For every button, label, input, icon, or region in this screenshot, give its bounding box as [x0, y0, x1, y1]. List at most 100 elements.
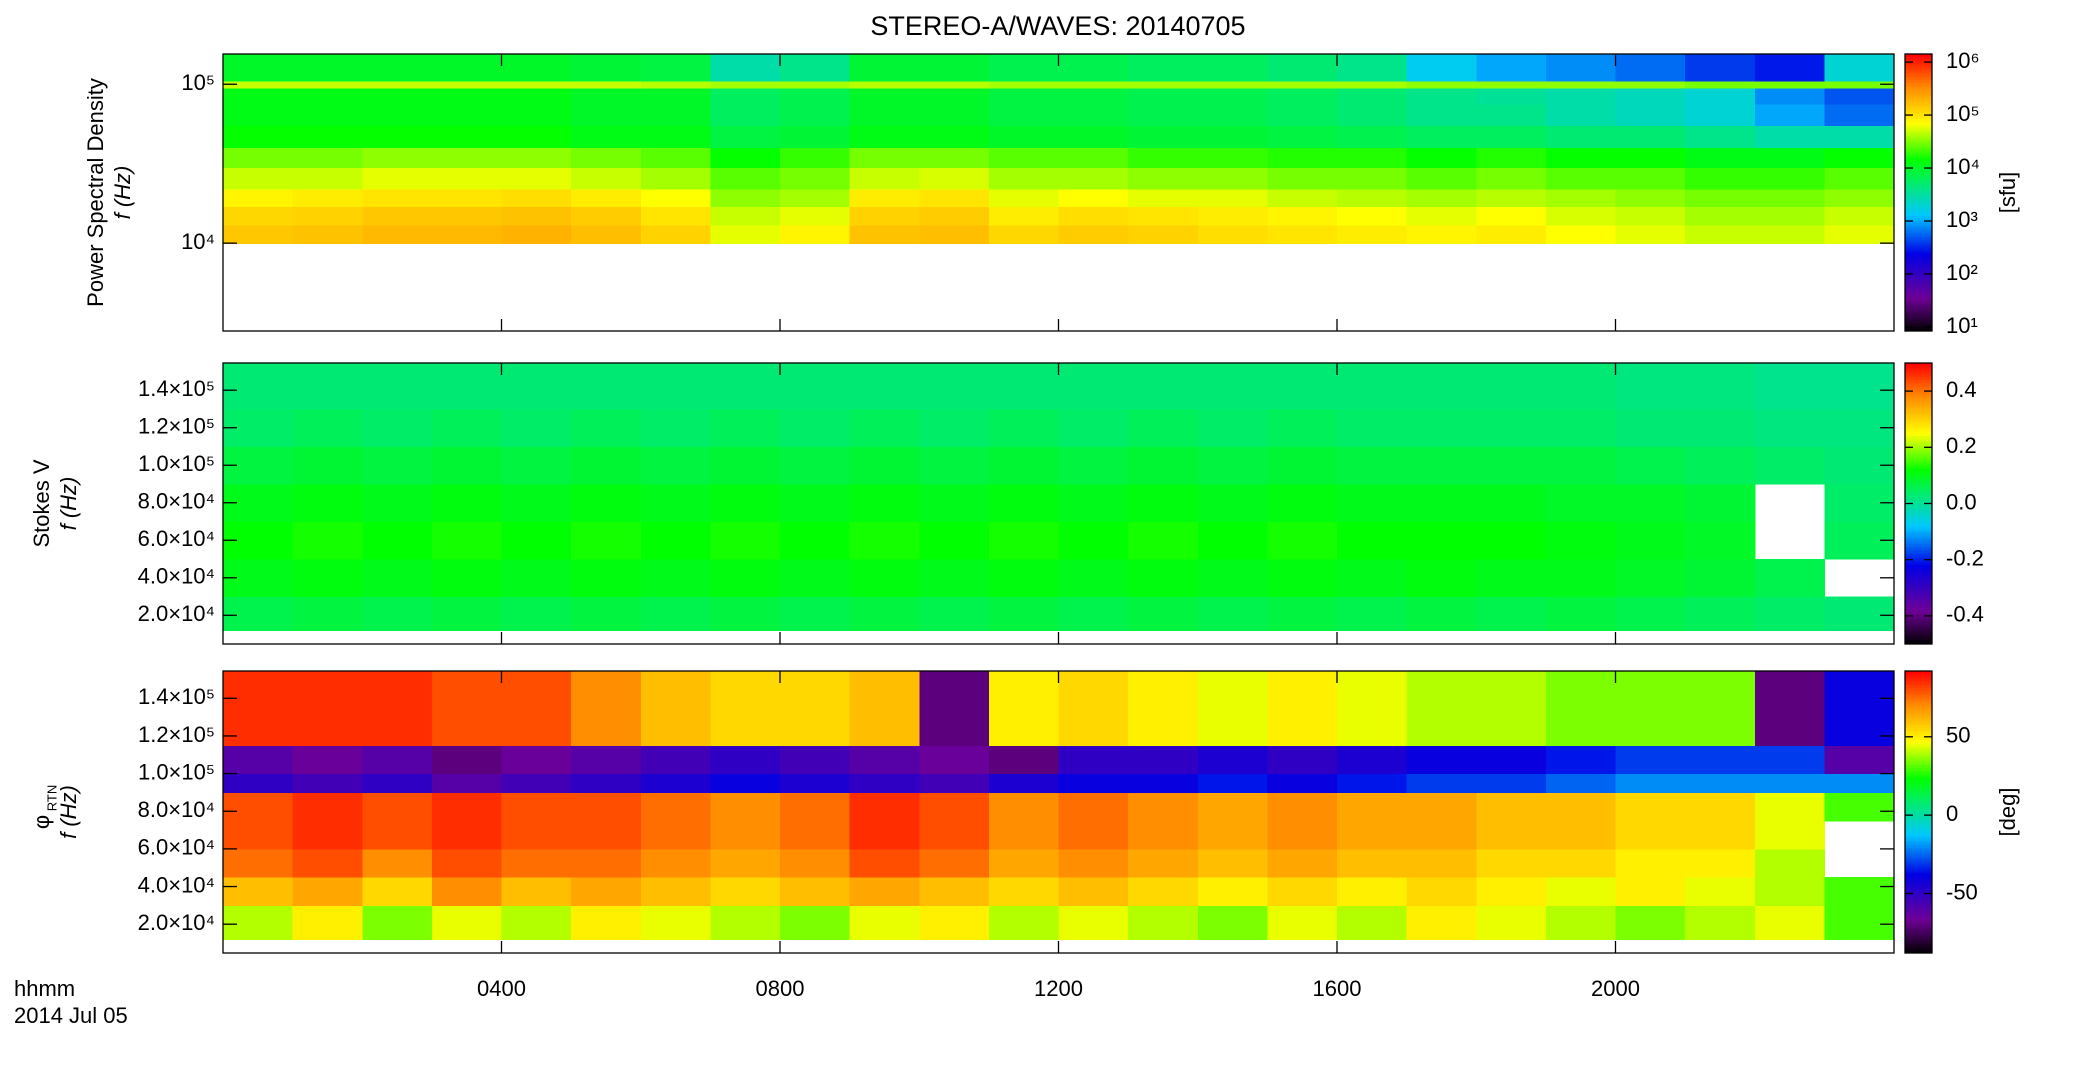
heatmap-cell	[849, 596, 920, 631]
heatmap-cell	[1058, 104, 1129, 127]
y-axis-label: φ	[29, 815, 54, 829]
heatmap-cell	[640, 671, 711, 746]
colorbar-frame	[1904, 670, 1933, 954]
colorbar-segment	[1905, 428, 1932, 432]
x-tick-label: 0400	[477, 976, 526, 1001]
heatmap-cell	[1476, 125, 1547, 149]
colorbar-segment	[1905, 547, 1932, 551]
colorbar-segment	[1905, 477, 1932, 481]
heatmap-cell	[919, 483, 990, 523]
colorbar-segment	[1905, 60, 1932, 64]
colorbar-segment	[1905, 671, 1932, 674]
heatmap-cell	[849, 792, 920, 822]
colorbar-segment	[1905, 913, 1932, 916]
heatmap-cell	[1824, 745, 1895, 775]
heatmap-cell	[501, 820, 572, 850]
heatmap-cell	[1197, 848, 1268, 878]
colorbar-segment	[1905, 934, 1932, 938]
colorbar-segment	[1905, 781, 1932, 785]
heatmap-cell	[292, 206, 363, 226]
heatmap-cell	[710, 167, 781, 190]
heatmap-cell	[710, 87, 781, 105]
heatmap-cell	[1197, 745, 1268, 775]
heatmap-cell	[1476, 80, 1547, 89]
heatmap-cell	[1685, 54, 1756, 82]
colorbar-segment	[1905, 729, 1932, 733]
colorbar-segment	[1905, 804, 1932, 808]
colorbar-segment	[1905, 185, 1932, 189]
colorbar-segment	[1905, 150, 1932, 154]
colorbar-segment	[1905, 412, 1932, 416]
heatmap-cell	[988, 596, 1060, 631]
heatmap-cell	[1337, 104, 1408, 127]
heatmap-cell	[919, 671, 990, 746]
colorbar-segment	[1905, 367, 1932, 371]
heatmap-cell	[1754, 167, 1825, 190]
heatmap-cell	[1615, 104, 1686, 127]
colorbar-segment	[1905, 732, 1932, 736]
heatmap-cell	[431, 596, 503, 631]
heatmap-cell	[1545, 773, 1617, 794]
heatmap-cell	[1337, 792, 1408, 822]
heatmap-cell	[1128, 446, 1199, 485]
colorbar-segment	[1905, 118, 1932, 122]
heatmap-cell	[1754, 905, 1825, 940]
colorbar-tick-label: -0.2	[1946, 546, 1984, 571]
heatmap-cell	[780, 773, 851, 794]
colorbar-segment	[1905, 468, 1932, 472]
heatmap-cell	[780, 671, 851, 746]
heatmap-cell	[1267, 773, 1338, 794]
heatmap-cell	[431, 125, 503, 149]
heatmap-cell	[988, 521, 1060, 560]
colorbar-segment	[1905, 442, 1932, 446]
heatmap-cell	[571, 848, 642, 878]
heatmap-cell	[1406, 446, 1477, 485]
colorbar-segment	[1905, 524, 1932, 528]
heatmap-cell	[1545, 54, 1617, 82]
heatmap-cell	[1615, 87, 1686, 105]
heatmap-cell	[1824, 773, 1895, 794]
heatmap-cell	[1128, 104, 1199, 127]
colorbar-segment	[1905, 863, 1932, 867]
heatmap-cell	[640, 80, 711, 89]
heatmap-cell	[988, 87, 1060, 105]
heatmap-cell	[1197, 87, 1268, 105]
heatmap-cell	[571, 125, 642, 149]
heatmap-cell	[710, 521, 781, 560]
heatmap-cell	[1545, 188, 1617, 208]
colorbar-segment	[1905, 447, 1932, 451]
heatmap-cell	[1197, 147, 1268, 168]
heatmap-cell	[571, 877, 642, 906]
heatmap-cell	[1337, 905, 1408, 940]
colorbar-segment	[1905, 774, 1932, 778]
heatmap-cell	[780, 905, 851, 940]
heatmap-cell	[501, 773, 572, 794]
colorbar-segment	[1905, 224, 1932, 228]
heatmap-cell	[501, 104, 572, 127]
colorbar-segment	[1905, 538, 1932, 542]
heatmap-cell	[1754, 446, 1825, 485]
colorbar-segment	[1905, 395, 1932, 399]
colorbar-segment	[1905, 856, 1932, 860]
heatmap-cell	[1685, 188, 1756, 208]
heatmap-cell	[780, 596, 851, 631]
heatmap-cell	[710, 80, 781, 89]
heatmap-cell	[1824, 363, 1895, 410]
colorbar-segment	[1905, 305, 1932, 309]
colorbar-segment	[1905, 924, 1932, 928]
heatmap-cell	[640, 596, 711, 631]
heatmap-cell	[988, 905, 1060, 940]
heatmap-cell	[1615, 848, 1686, 878]
colorbar-segment	[1905, 550, 1932, 554]
heatmap-cell	[710, 596, 781, 631]
heatmap-cell	[1545, 905, 1617, 940]
colorbar-segment	[1905, 470, 1932, 474]
heatmap-cell	[431, 408, 503, 448]
heatmap-cell	[1406, 848, 1477, 878]
colorbar-segment	[1905, 56, 1932, 60]
heatmap-cell	[919, 408, 990, 448]
heatmap-cell	[292, 483, 363, 523]
heatmap-cell	[1337, 671, 1408, 746]
heatmap-cell	[431, 820, 503, 850]
colorbar-segment	[1905, 522, 1932, 526]
